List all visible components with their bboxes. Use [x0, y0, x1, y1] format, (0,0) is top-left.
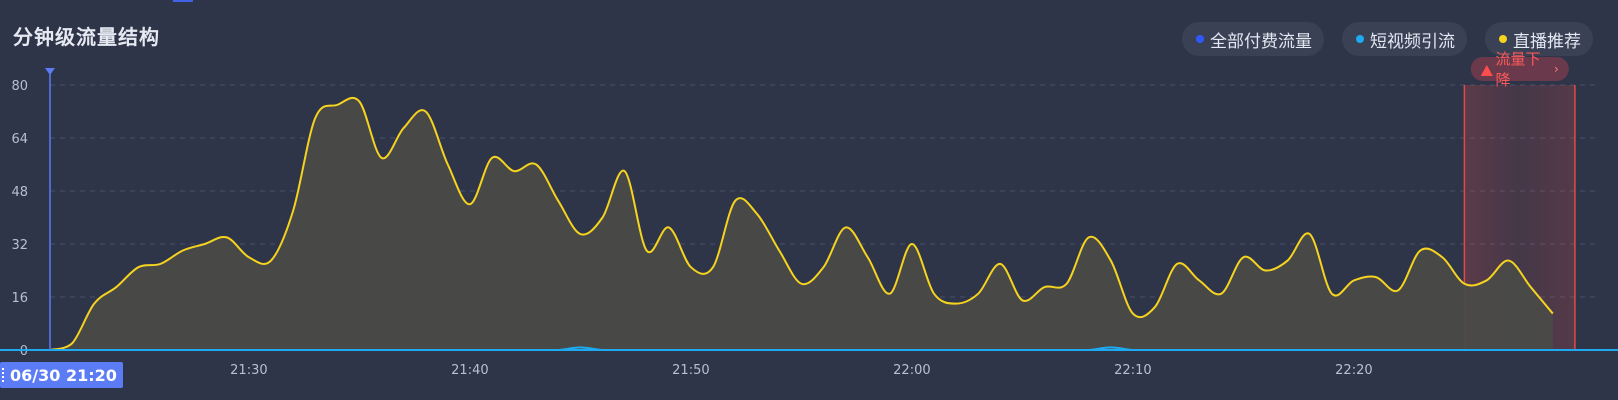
- legend-label: 短视频引流: [1370, 31, 1455, 52]
- top-accent-bar: [173, 0, 193, 2]
- legend-dot-icon: [1356, 35, 1364, 43]
- legend-label: 直播推荐: [1513, 31, 1581, 52]
- chevron-right-icon: ›: [1554, 62, 1559, 76]
- y-tick-label: 64: [11, 132, 28, 147]
- y-tick-label: 16: [11, 291, 28, 306]
- time-badge-label: 06/30 21:20: [10, 365, 117, 385]
- x-tick-label: 21:30: [230, 363, 267, 378]
- legend-item-paid-traffic[interactable]: 全部付费流量: [1182, 22, 1324, 56]
- legend: 全部付费流量 短视频引流 直播推荐: [1182, 22, 1593, 56]
- y-tick-label: 80: [11, 79, 28, 94]
- legend-dot-icon: [1196, 35, 1204, 43]
- time-slider-handle[interactable]: 06/30 21:20: [0, 362, 123, 388]
- x-tick-label: 22:10: [1114, 363, 1151, 378]
- traffic-drop-alert[interactable]: 流量下降 ›: [1470, 50, 1569, 89]
- chart-title: 分钟级流量结构: [13, 25, 160, 49]
- y-axis-arrow-icon: [45, 68, 55, 75]
- x-tick-label: 21:40: [451, 363, 488, 378]
- legend-dot-icon: [1499, 35, 1507, 43]
- y-tick-label: 0: [20, 344, 28, 359]
- live-recommend-area: [50, 97, 1553, 350]
- legend-item-short-video[interactable]: 短视频引流: [1342, 22, 1467, 56]
- legend-label: 全部付费流量: [1210, 31, 1312, 52]
- live-recommend-line: [49, 96, 1554, 351]
- y-tick-label: 48: [11, 185, 28, 200]
- alert-label: 流量下降: [1495, 50, 1541, 89]
- drag-grip-icon: [2, 368, 7, 382]
- x-tick-label: 21:50: [672, 363, 709, 378]
- x-tick-label: 22:00: [893, 363, 930, 378]
- warning-icon: [1480, 64, 1493, 76]
- legend-item-live-recommend[interactable]: 直播推荐: [1485, 22, 1593, 56]
- y-tick-label: 32: [11, 238, 28, 253]
- x-tick-label: 22:20: [1335, 363, 1372, 378]
